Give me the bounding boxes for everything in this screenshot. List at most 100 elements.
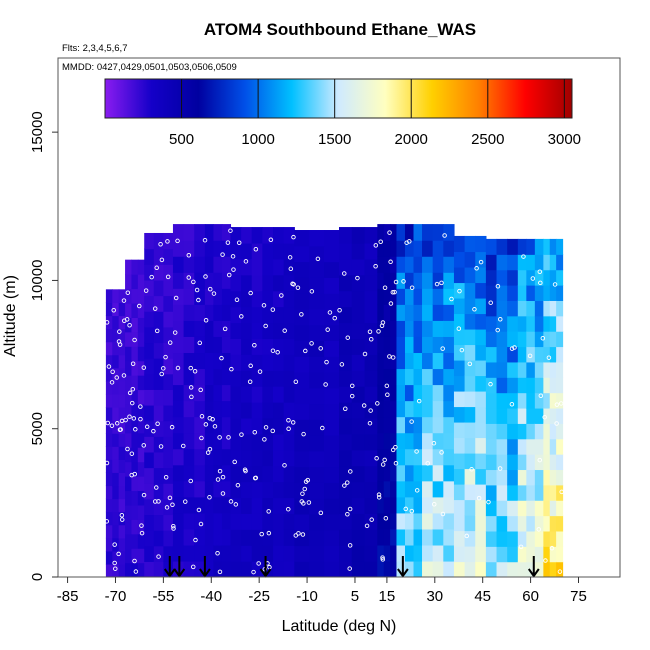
heatmap-cell	[230, 433, 242, 451]
heatmap-cell	[383, 256, 391, 273]
heatmap-cell	[404, 432, 415, 450]
heatmap-cell	[507, 500, 519, 517]
heatmap-cell	[517, 331, 527, 348]
heatmap-cell	[383, 416, 391, 434]
heatmap-cell	[377, 544, 385, 562]
heatmap-cell	[241, 449, 253, 467]
heatmap-cell	[413, 448, 423, 466]
heatmap-cell	[194, 560, 206, 577]
sample-point	[198, 387, 203, 393]
heatmap-cell	[131, 375, 139, 391]
heatmap-cell	[105, 367, 113, 382]
heatmap-cell	[324, 371, 340, 389]
heatmap-cell	[213, 240, 223, 257]
heatmap-cell	[543, 407, 551, 424]
heatmap-cell	[464, 421, 476, 439]
heatmap-cell	[432, 432, 444, 450]
heatmap-cell	[485, 484, 498, 501]
heatmap-cell	[413, 464, 423, 482]
heatmap-cell	[543, 515, 551, 532]
heatmap-cell	[283, 274, 295, 292]
heatmap-cell	[294, 450, 310, 468]
heatmap-cell	[105, 563, 113, 577]
sample-point	[181, 443, 186, 449]
heatmap-cell	[105, 393, 113, 408]
x-tick-label: 45	[474, 588, 491, 605]
heatmap-cell	[534, 254, 544, 271]
heatmap-cell	[324, 293, 340, 310]
heatmap-cell	[364, 338, 378, 355]
heatmap-cell	[204, 544, 215, 562]
sample-point	[393, 279, 399, 285]
heatmap-cell	[556, 361, 564, 378]
heatmap-cell	[105, 498, 113, 513]
heatmap-cell	[294, 340, 310, 357]
sample-point	[309, 289, 315, 294]
heatmap-cell	[485, 423, 498, 440]
heatmap-cell	[351, 242, 366, 260]
y-axis-label: Altitude (m)	[2, 275, 19, 357]
x-tick-label: -25	[248, 588, 270, 605]
heatmap-cell	[364, 433, 378, 451]
heatmap-cell	[241, 497, 253, 514]
sample-point	[302, 486, 308, 492]
heatmap-cell	[339, 386, 353, 403]
heatmap-cell	[432, 336, 444, 354]
colorbar-ticks: 500 1000 1500 2000 2500 3000	[169, 79, 581, 148]
sample-point	[212, 424, 218, 429]
heatmap-cell	[443, 400, 455, 418]
sample-point	[342, 483, 347, 488]
heatmap-cell	[144, 498, 155, 516]
heatmap-cell	[262, 561, 274, 577]
heatmap-cell	[413, 304, 423, 321]
heatmap-cell	[422, 496, 434, 514]
heatmap-cell	[549, 469, 557, 486]
heatmap-cell	[396, 304, 406, 321]
heatmap-cell	[404, 544, 415, 562]
heatmap-cell	[221, 352, 232, 370]
sample-point	[538, 280, 543, 286]
heatmap-cell	[351, 513, 366, 530]
heatmap-cell	[112, 407, 120, 421]
heatmap-cell	[251, 242, 263, 260]
heatmap-cell	[549, 515, 557, 532]
heatmap-cell	[413, 240, 423, 257]
heatmap-cell	[204, 480, 215, 498]
heatmap-cell	[294, 324, 310, 342]
heatmap-cell	[183, 432, 195, 450]
heatmap-cell	[153, 561, 164, 577]
heatmap-cell	[137, 461, 145, 477]
heatmap-cell	[137, 432, 145, 448]
sample-point	[253, 247, 259, 252]
sample-point	[349, 383, 355, 389]
heatmap-cell	[241, 306, 253, 324]
heatmap-cell	[549, 285, 557, 301]
heatmap-cell	[204, 256, 215, 273]
heatmap-cell	[183, 352, 195, 370]
heatmap-cell	[131, 317, 139, 333]
sample-point	[380, 462, 386, 467]
heatmap-cell	[475, 561, 487, 577]
heatmap-cell	[339, 274, 353, 292]
heatmap-cell	[221, 304, 232, 321]
x-tick-label: -40	[200, 588, 222, 605]
heatmap-cell	[251, 465, 263, 483]
sample-point	[320, 425, 325, 431]
heatmap-cell	[496, 500, 508, 517]
sample-point	[554, 421, 559, 426]
heatmap-cell	[507, 361, 519, 378]
heatmap-cell	[204, 336, 215, 354]
heatmap-cell	[507, 300, 519, 317]
sample-point	[287, 255, 293, 260]
heatmap-cell	[556, 500, 564, 517]
sample-point	[138, 416, 143, 422]
heatmap-cell	[283, 545, 295, 562]
heatmap-cell	[137, 548, 145, 564]
heatmap-cell	[443, 512, 455, 530]
heatmap-cell	[112, 380, 120, 395]
sample-point	[158, 444, 164, 449]
heatmap-cell	[251, 354, 263, 371]
heatmap-cell	[163, 436, 174, 453]
heatmap-cell	[194, 448, 206, 466]
heatmap-cell	[404, 256, 415, 273]
